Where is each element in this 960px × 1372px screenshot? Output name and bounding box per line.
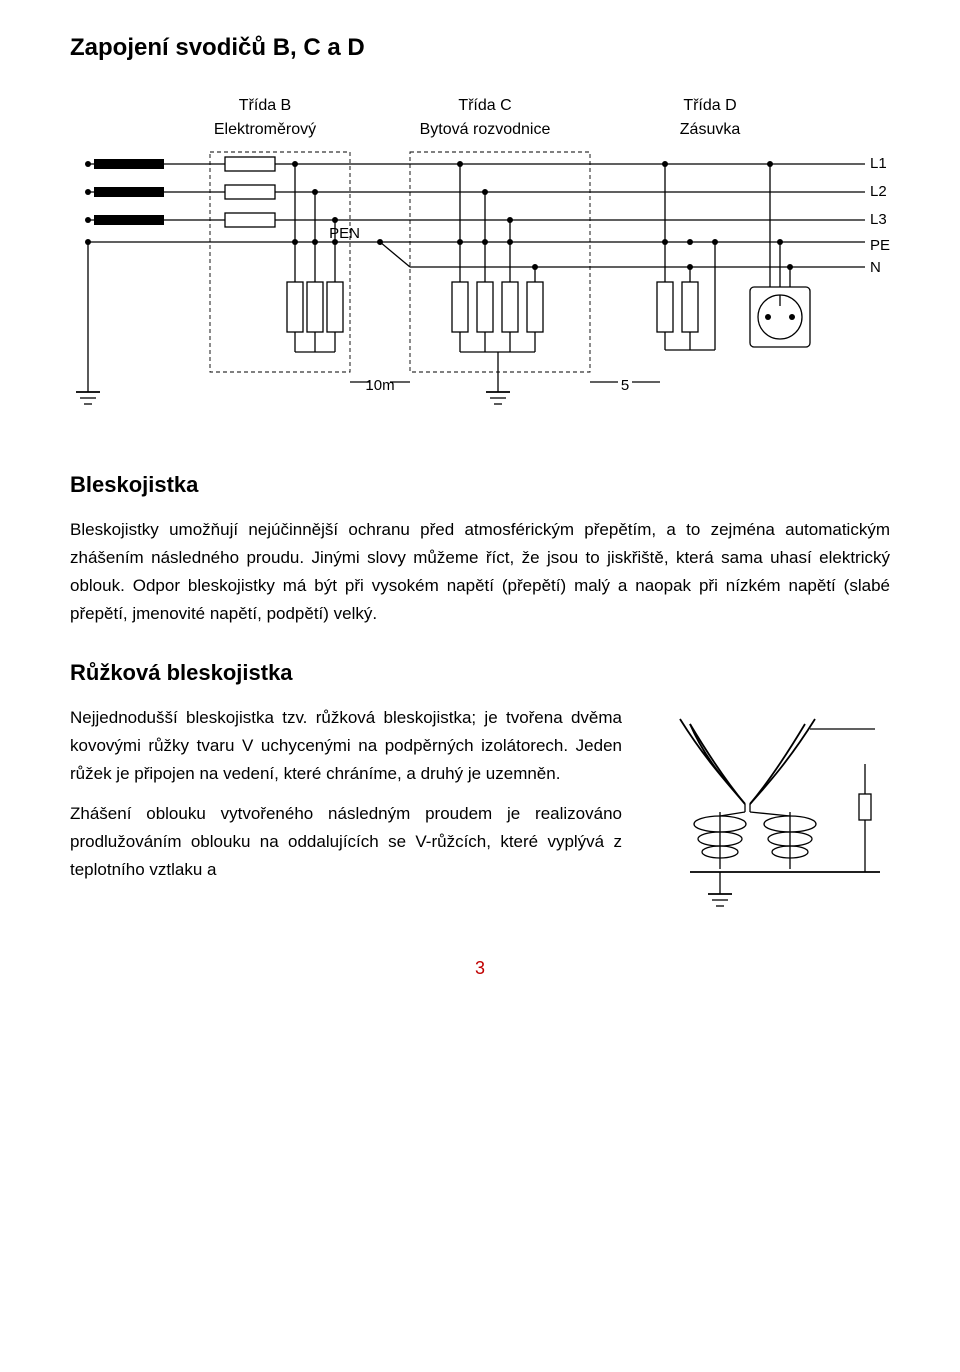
page-number: 3 (70, 958, 890, 979)
ground-b (486, 392, 510, 404)
label-class-c: Třída C (458, 97, 511, 114)
label-class-d: Třída D (683, 97, 736, 114)
socket-symbol (750, 161, 810, 347)
label-class-b: Třída B (239, 97, 291, 114)
section-ruz-title: Růžková bleskojistka (70, 660, 890, 686)
section-blesko-title: Bleskojistka (70, 472, 890, 498)
ruzkova-figure (650, 704, 890, 924)
section-ruz-p1: Nejjednodušší bleskojistka tzv. růžková … (70, 704, 622, 788)
section-blesko-p1: Bleskojistky umožňují nejúčinnější ochra… (70, 516, 890, 628)
label-socket: Zásuvka (680, 121, 741, 138)
insulator-left (694, 812, 746, 869)
label-dist-1: 10m (365, 377, 394, 394)
wire-l3: L3 (870, 211, 887, 228)
spd-group-b (452, 161, 543, 392)
wire-l1: L1 (870, 155, 887, 172)
wire-n: N (870, 259, 881, 276)
label-board-a: Elektroměrový (214, 121, 316, 138)
wire-l2: L2 (870, 183, 887, 200)
spd-group-a (287, 161, 343, 352)
wire-pe: PE (870, 237, 890, 254)
ruzkova-row: Nejjednodušší bleskojistka tzv. růžková … (70, 704, 890, 924)
section-ruz-p2: Zhášení oblouku vytvořeného následným pr… (70, 800, 622, 884)
page-title: Zapojení svodičů B, C a D (70, 34, 890, 62)
label-dist-2: 5 (621, 377, 629, 394)
wiring-diagram: Třída B Třída C Třída D Elektroměrový By… (70, 92, 890, 432)
spd-group-d (657, 161, 718, 350)
ground-left (76, 242, 100, 404)
panel-b-box (410, 152, 590, 372)
insulator-right (750, 812, 816, 869)
page: Zapojení svodičů B, C a D Třída B Třída … (0, 0, 960, 1009)
label-board-b: Bytová rozvodnice (420, 121, 551, 138)
